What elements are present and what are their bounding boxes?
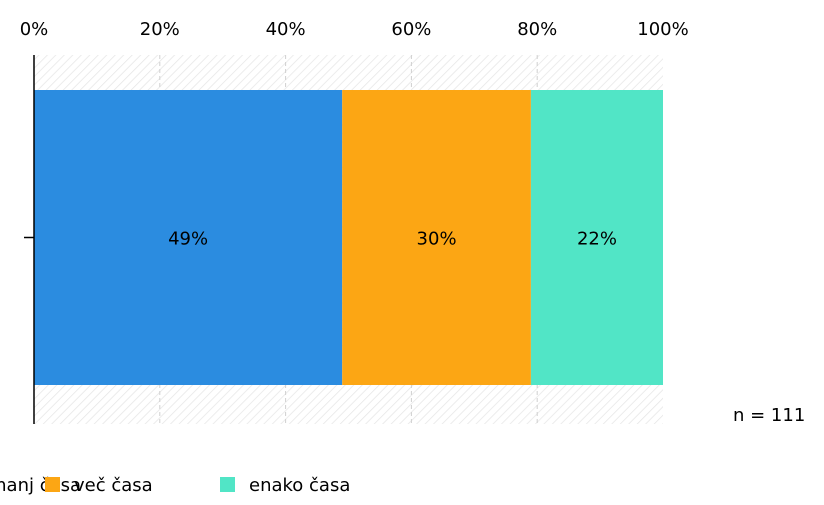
x-tick-label: 40% bbox=[266, 19, 306, 40]
x-tick-label: 0% bbox=[20, 19, 49, 40]
x-tick-label: 100% bbox=[637, 19, 688, 40]
axes bbox=[24, 55, 35, 424]
bar-segment bbox=[34, 90, 343, 385]
x-tick-label: 60% bbox=[391, 19, 431, 40]
sample-size-note: n = 111 bbox=[733, 405, 805, 426]
data-label: 30% bbox=[417, 229, 457, 250]
bars bbox=[34, 90, 663, 385]
data-labels: 49% 30% 22% bbox=[168, 229, 617, 250]
legend-swatch bbox=[220, 477, 235, 492]
data-label: 22% bbox=[577, 229, 617, 250]
legend-swatch bbox=[45, 477, 60, 492]
bar-segment bbox=[530, 90, 663, 385]
bar-segment bbox=[342, 90, 531, 385]
x-tick-label: 80% bbox=[517, 19, 557, 40]
data-label: 49% bbox=[168, 229, 208, 250]
x-tick-labels: 0% 20% 40% 60% 80% 100% bbox=[20, 19, 689, 40]
legend-label: enako časa bbox=[249, 475, 350, 496]
x-tick-label: 20% bbox=[140, 19, 180, 40]
legend-label: več časa bbox=[74, 475, 153, 496]
legend-label: manj časa bbox=[0, 475, 81, 496]
